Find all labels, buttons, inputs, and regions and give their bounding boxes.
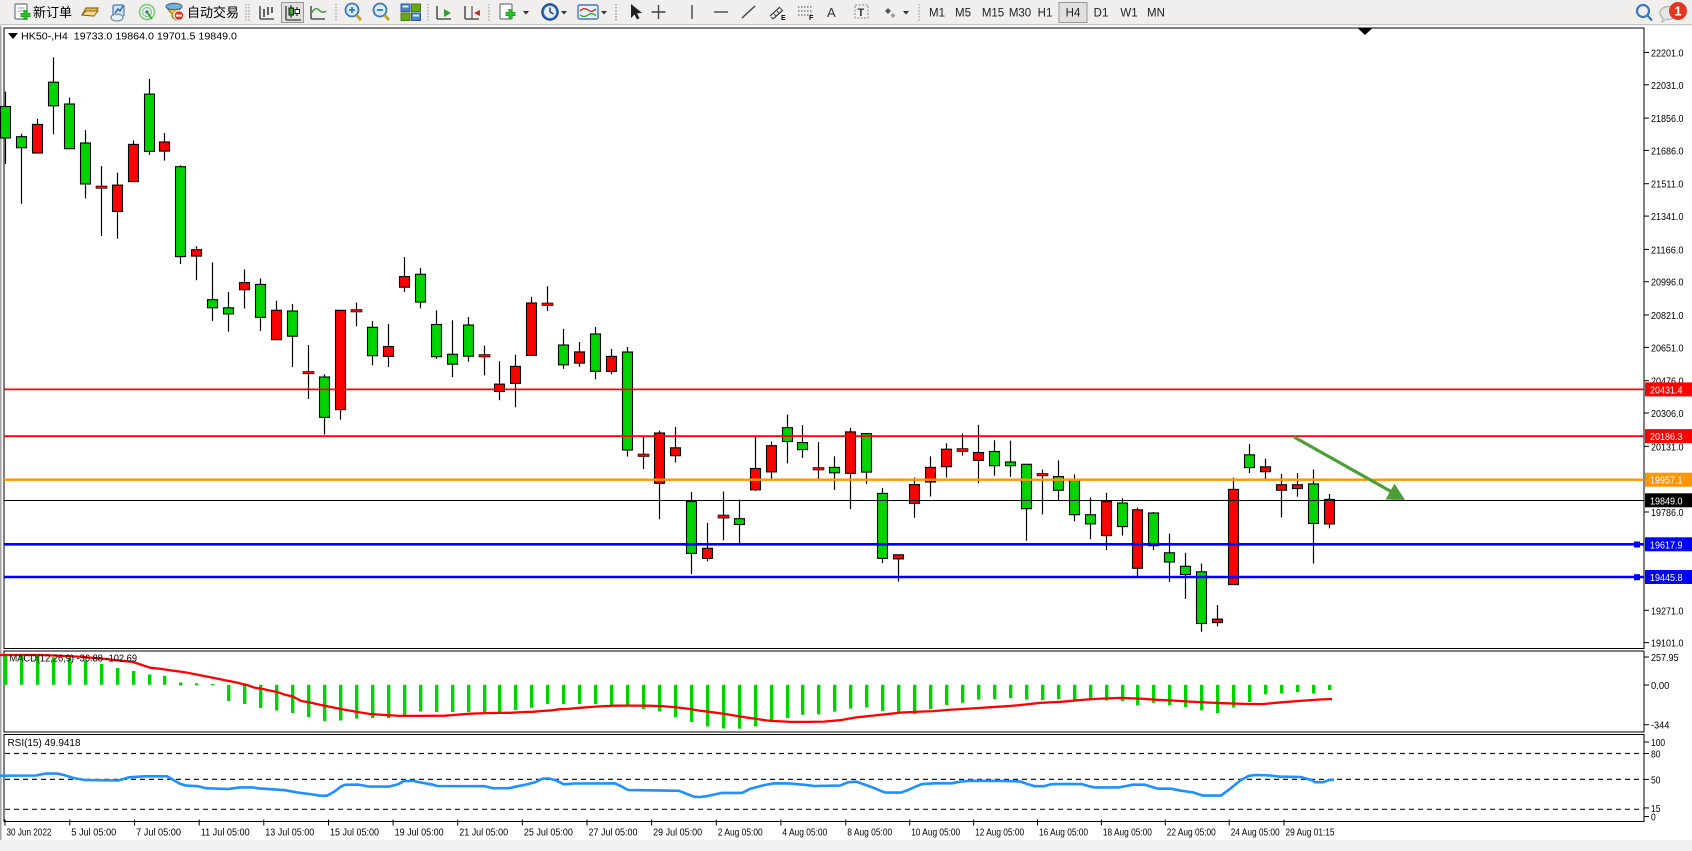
svg-text:22031.0: 22031.0 xyxy=(1651,80,1684,92)
svg-text:100: 100 xyxy=(1651,737,1665,749)
svg-text:15: 15 xyxy=(1651,803,1661,815)
svg-text:13 Jul 05:00: 13 Jul 05:00 xyxy=(265,827,314,839)
svg-text:21 Jul 05:00: 21 Jul 05:00 xyxy=(459,827,508,839)
svg-text:F: F xyxy=(809,15,814,22)
svg-text:D1: D1 xyxy=(1094,8,1109,20)
svg-text:19957.1: 19957.1 xyxy=(1650,475,1683,487)
svg-text:19271.0: 19271.0 xyxy=(1651,605,1684,617)
svg-text:M30: M30 xyxy=(1009,8,1031,20)
svg-text:0: 0 xyxy=(1651,812,1656,824)
svg-text:1: 1 xyxy=(1674,4,1681,19)
svg-text:19 Jul 05:00: 19 Jul 05:00 xyxy=(395,827,444,839)
svg-text:30 Jun 2022: 30 Jun 2022 xyxy=(7,827,52,839)
svg-text:20306.0: 20306.0 xyxy=(1651,408,1684,420)
svg-text:自动交易: 自动交易 xyxy=(187,5,239,20)
svg-text:21856.0: 21856.0 xyxy=(1651,113,1684,125)
svg-text:11 Jul 05:00: 11 Jul 05:00 xyxy=(201,827,250,839)
svg-text:20431.4: 20431.4 xyxy=(1650,384,1683,396)
svg-text:22201.0: 22201.0 xyxy=(1651,47,1684,59)
svg-text:0.00: 0.00 xyxy=(1651,680,1670,692)
svg-text:29 Aug 01:15: 29 Aug 01:15 xyxy=(1286,827,1335,839)
svg-text:M5: M5 xyxy=(955,8,971,20)
svg-text:2 Aug 05:00: 2 Aug 05:00 xyxy=(718,827,763,839)
svg-text:15 Jul 05:00: 15 Jul 05:00 xyxy=(330,827,379,839)
svg-text:20131.0: 20131.0 xyxy=(1651,441,1684,453)
svg-text:19445.8: 19445.8 xyxy=(1650,572,1683,584)
svg-text:H4: H4 xyxy=(1066,8,1081,20)
svg-text:20996.0: 20996.0 xyxy=(1651,277,1684,289)
svg-text:16 Aug 05:00: 16 Aug 05:00 xyxy=(1039,827,1088,839)
svg-text:21511.0: 21511.0 xyxy=(1651,179,1684,191)
svg-text:MACD(12,26,9) -36.88 -102.69: MACD(12,26,9) -36.88 -102.69 xyxy=(10,653,138,665)
svg-text:8 Aug 05:00: 8 Aug 05:00 xyxy=(847,827,892,839)
svg-text:21166.0: 21166.0 xyxy=(1651,244,1684,256)
svg-text:22 Aug 05:00: 22 Aug 05:00 xyxy=(1167,827,1216,839)
svg-text:25 Jul 05:00: 25 Jul 05:00 xyxy=(524,827,573,839)
svg-text:19849.0: 19849.0 xyxy=(1650,495,1683,507)
svg-text:50: 50 xyxy=(1651,774,1661,786)
svg-text:29 Jul 05:00: 29 Jul 05:00 xyxy=(653,827,702,839)
svg-text:A: A xyxy=(827,5,836,20)
svg-text:T: T xyxy=(858,7,865,19)
svg-text:257.95: 257.95 xyxy=(1651,652,1679,664)
svg-text:-344: -344 xyxy=(1651,720,1670,732)
svg-text:W1: W1 xyxy=(1120,8,1137,20)
svg-text:19101.0: 19101.0 xyxy=(1651,638,1684,650)
svg-text:4 Aug 05:00: 4 Aug 05:00 xyxy=(782,827,827,839)
svg-text:HK50-,H4 19733.0 19864.0 1970: HK50-,H4 19733.0 19864.0 19701.5 19849.0 xyxy=(21,32,237,43)
svg-text:24 Aug 05:00: 24 Aug 05:00 xyxy=(1231,827,1280,839)
svg-text:21686.0: 21686.0 xyxy=(1651,145,1684,157)
svg-text:H1: H1 xyxy=(1038,8,1053,20)
svg-text:20821.0: 20821.0 xyxy=(1651,310,1684,322)
svg-text:M1: M1 xyxy=(929,8,945,20)
svg-text:80: 80 xyxy=(1651,749,1661,761)
svg-text:20651.0: 20651.0 xyxy=(1651,342,1684,354)
svg-text:19786.0: 19786.0 xyxy=(1651,507,1684,519)
svg-text:20186.3: 20186.3 xyxy=(1650,431,1683,443)
svg-text:新订单: 新订单 xyxy=(33,5,72,20)
svg-text:27 Jul 05:00: 27 Jul 05:00 xyxy=(589,827,638,839)
svg-text:21341.0: 21341.0 xyxy=(1651,211,1684,223)
svg-text:10 Aug 05:00: 10 Aug 05:00 xyxy=(911,827,960,839)
svg-text:19617.9: 19617.9 xyxy=(1650,539,1683,551)
svg-text:5 Jul 05:00: 5 Jul 05:00 xyxy=(71,827,116,839)
svg-text:7 Jul 05:00: 7 Jul 05:00 xyxy=(136,827,181,839)
svg-text:RSI(15) 49.9418: RSI(15) 49.9418 xyxy=(8,737,81,749)
svg-text:MN: MN xyxy=(1147,8,1165,20)
svg-text:18 Aug 05:00: 18 Aug 05:00 xyxy=(1103,827,1152,839)
svg-text:12 Aug 05:00: 12 Aug 05:00 xyxy=(975,827,1024,839)
svg-text:M15: M15 xyxy=(982,8,1004,20)
svg-text:E: E xyxy=(781,15,786,22)
